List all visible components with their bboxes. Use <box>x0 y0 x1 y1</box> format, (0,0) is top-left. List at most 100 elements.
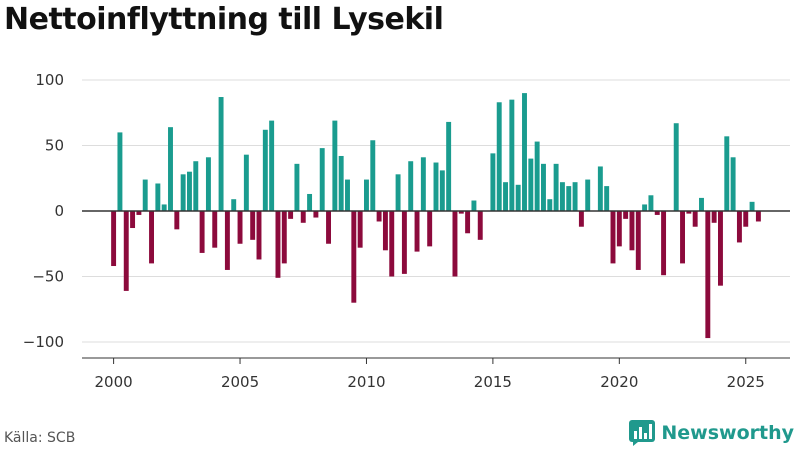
bar <box>724 136 730 211</box>
bar <box>224 211 230 270</box>
bar <box>332 120 338 211</box>
bar <box>490 153 496 211</box>
bar <box>149 211 154 264</box>
bar <box>111 211 117 267</box>
bar <box>705 211 711 339</box>
bar <box>300 211 306 223</box>
bar <box>382 211 388 251</box>
bar <box>250 211 256 240</box>
bar <box>401 211 407 274</box>
bar <box>294 163 300 211</box>
bars <box>111 93 761 339</box>
bar <box>730 157 736 211</box>
chart-title: Nettoinflyttning till Lysekil <box>4 2 444 37</box>
bar <box>635 211 641 270</box>
bar <box>471 200 477 211</box>
bar <box>585 179 591 211</box>
bar <box>205 157 211 211</box>
bar <box>515 184 521 211</box>
bar <box>313 211 319 218</box>
bar <box>370 140 376 211</box>
bar <box>654 211 660 215</box>
bar <box>288 211 294 219</box>
bar <box>351 211 357 303</box>
bar <box>522 93 527 211</box>
x-tick-label: 2010 <box>347 373 385 391</box>
bar <box>559 182 565 211</box>
bar <box>509 99 515 211</box>
bar <box>142 179 148 211</box>
bar <box>686 211 692 214</box>
bar <box>749 201 755 211</box>
bar <box>452 211 458 277</box>
x-axis-ticks: 2000 2005 2010 2015 2020 2025 <box>82 357 790 391</box>
bar <box>117 132 123 211</box>
bar <box>136 211 142 215</box>
bar <box>174 211 180 230</box>
brand-name: Newsworthy <box>661 422 794 444</box>
bar <box>180 174 186 211</box>
bar <box>420 157 426 211</box>
bar <box>692 211 698 227</box>
bar <box>364 179 369 211</box>
bar <box>572 182 578 211</box>
bar <box>465 211 471 234</box>
bar <box>547 199 553 211</box>
bar <box>648 195 654 211</box>
bar <box>446 121 452 211</box>
bar <box>439 170 445 211</box>
bar <box>256 211 262 260</box>
bar <box>711 211 717 223</box>
x-tick-label: 2005 <box>221 373 259 391</box>
bar <box>408 161 414 211</box>
bar <box>642 204 648 211</box>
bar <box>718 211 723 286</box>
x-tick-label: 2015 <box>474 373 512 391</box>
bar <box>616 211 622 247</box>
grid-lines <box>82 79 790 343</box>
bar <box>237 211 243 244</box>
bar <box>755 211 761 222</box>
bar <box>458 211 464 214</box>
bar <box>680 211 685 264</box>
bar <box>243 154 249 211</box>
y-tick-label: −100 <box>23 333 64 351</box>
x-tick-label: 2025 <box>727 373 765 391</box>
bar <box>433 162 439 211</box>
bar <box>566 186 572 211</box>
bar <box>376 211 382 222</box>
bar <box>193 161 199 211</box>
bar <box>231 199 237 211</box>
bar <box>281 211 287 264</box>
bar <box>168 127 173 211</box>
y-tick-label: 50 <box>45 137 64 155</box>
bar <box>262 129 268 211</box>
bar <box>357 211 363 248</box>
bar <box>389 211 395 277</box>
bar <box>275 211 281 278</box>
bar <box>610 211 616 264</box>
bar <box>345 179 350 211</box>
bar <box>743 211 749 227</box>
bar <box>503 182 508 211</box>
bar <box>541 163 546 211</box>
bar <box>130 211 136 229</box>
bar <box>477 211 483 240</box>
bar <box>326 211 331 244</box>
x-tick-label: 2000 <box>95 373 133 391</box>
y-axis-ticks: −100 −50 0 50 100 <box>23 71 64 351</box>
bar <box>597 166 603 211</box>
bar <box>553 163 559 211</box>
bar <box>629 211 635 251</box>
bar <box>338 155 344 211</box>
bar <box>699 197 704 211</box>
bar <box>673 123 679 211</box>
bar <box>578 211 584 227</box>
bar <box>123 211 129 291</box>
bar <box>395 174 401 211</box>
bar-chart-logo-icon <box>629 420 656 446</box>
bar <box>218 97 224 211</box>
bar <box>161 204 167 211</box>
bar <box>496 102 502 211</box>
